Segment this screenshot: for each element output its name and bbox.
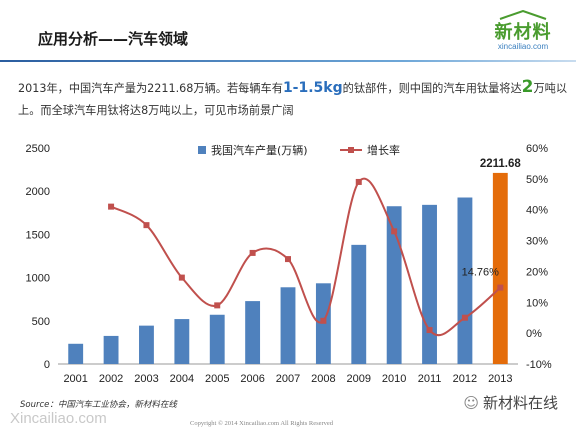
bar-2009: [351, 244, 367, 364]
y-left-tick-label: 0: [44, 359, 50, 371]
production-growth-chart: 0 500 1000 1500 2000 2500 -10% 0% 10% 20% 30% 40% 50…: [26, 143, 552, 385]
wechat-name: 新材料在线: [482, 394, 558, 412]
x-tick-label: 2010: [382, 373, 406, 385]
y-left-tick-label: 2000: [26, 186, 50, 198]
y-right-tick-label: 10%: [526, 297, 548, 309]
growth-point-2002: [108, 203, 115, 210]
bar-2004: [174, 319, 190, 364]
y-left-tick-label: 2500: [26, 143, 50, 155]
growth-point-2012: [461, 314, 468, 321]
bar-2001: [68, 343, 84, 364]
brand-logo: 新材料 xincailiao.com: [488, 10, 558, 54]
wechat-account: ☺ 新材料在线: [463, 392, 558, 413]
intro-text-1: 2013年，中国汽车产量为2211.68万辆。若每辆车有: [18, 82, 283, 95]
bar-2010: [386, 206, 402, 364]
y-left-tick-label: 1500: [26, 229, 50, 241]
growth-point-2003: [143, 222, 150, 229]
x-tick-label: 2006: [240, 373, 264, 385]
watermark: Xincailiao.com: [10, 410, 107, 427]
x-tick-label: 2004: [170, 373, 194, 385]
x-tick-label: 2005: [205, 373, 229, 385]
growth-point-2005: [214, 302, 221, 309]
growth-rate-line: [110, 177, 501, 337]
logo-name-en: xincailiao.com: [497, 42, 549, 51]
growth-point-2004: [178, 274, 185, 281]
bar-2013: [492, 172, 508, 364]
y-right-tick-label: 30%: [526, 236, 548, 248]
x-tick-label: 2009: [347, 373, 371, 385]
x-tick-label: 2012: [453, 373, 477, 385]
bar-2003: [139, 325, 154, 364]
copyright-text: Copyright © 2014 Xincailiao.com All Righ…: [190, 420, 334, 427]
growth-point-2006: [249, 249, 256, 256]
last-rate-label: 14.76%: [462, 267, 500, 279]
y-right-tick-label: 40%: [526, 205, 548, 217]
bar-2011: [422, 204, 437, 364]
x-tick-label: 2011: [418, 373, 442, 385]
legend-bar-label: 我国汽车产量(万辆): [211, 143, 308, 157]
y-right-tick-label: -10%: [526, 359, 552, 371]
roof-icon: [499, 10, 547, 20]
logo-name-cn: 新材料: [494, 22, 552, 43]
y-right-tick-label: 20%: [526, 266, 548, 278]
y-right-tick-label: 60%: [526, 143, 548, 155]
x-tick-label: 2003: [134, 373, 158, 385]
growth-point-2009: [355, 178, 362, 185]
source-note: Source：中国汽车工业协会，新材料在线: [20, 400, 177, 410]
intro-text-3: 万吨以上。而全球汽车用钛将达8万吨以上，可见市场前景广阔: [18, 82, 568, 117]
legend-bar-swatch: [198, 146, 206, 154]
growth-point-2011: [426, 327, 433, 334]
growth-point-2010: [391, 228, 398, 235]
bar-2012: [457, 197, 473, 364]
legend-line-marker: [348, 147, 354, 153]
y-left-tick-label: 500: [32, 316, 50, 328]
x-tick-label: 2001: [63, 373, 87, 385]
growth-point-2008: [320, 317, 327, 324]
growth-point-2007: [285, 256, 291, 263]
bar-2005: [209, 314, 225, 364]
intro-highlight-amount: 2: [521, 77, 534, 97]
bar-2006: [245, 301, 261, 364]
x-tick-label: 2008: [311, 373, 335, 385]
x-tick-label: 2013: [488, 373, 512, 385]
x-tick-label: 2007: [276, 373, 300, 385]
legend-line-label: 增长率: [367, 143, 400, 157]
wechat-icon: ☺: [463, 394, 479, 412]
bar-2002: [103, 335, 119, 364]
bar-2007: [280, 287, 296, 364]
slide-title: 应用分析——汽车领域: [38, 30, 189, 48]
y-left-tick-label: 1000: [26, 273, 50, 285]
last-bar-value-label: 2211.68: [480, 158, 522, 170]
growth-point-2013: [497, 284, 504, 291]
y-right-tick-label: 50%: [526, 174, 548, 186]
intro-highlight-weight: 1-1.5kg: [282, 80, 343, 96]
x-tick-label: 2002: [99, 373, 123, 385]
intro-paragraph: 2013年，中国汽车产量为2211.68万辆。若每辆车有1-1.5kg的钛部件，…: [18, 76, 570, 122]
y-right-tick-label: 0%: [526, 328, 542, 340]
intro-text-2: 的钛部件，则中国的汽车用钛量将达: [342, 82, 522, 95]
title-rule: [0, 60, 576, 62]
